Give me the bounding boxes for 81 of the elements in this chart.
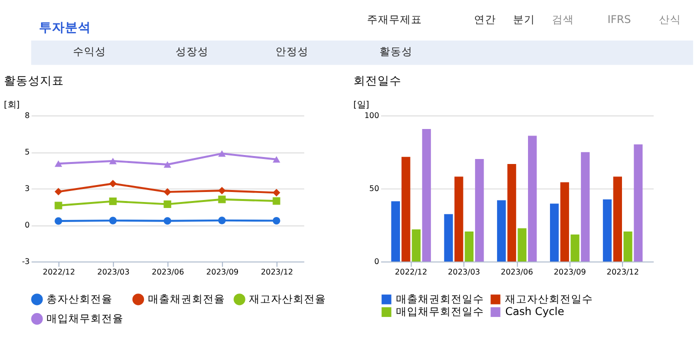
legend-label: 재고자산회전일수 (505, 292, 594, 306)
point (54, 217, 62, 225)
point (218, 216, 226, 224)
x-tick-label: 2023/03 (448, 268, 480, 277)
chart-title: 활동성지표 (4, 73, 64, 88)
x-tick-label: 2023/06 (152, 268, 184, 277)
text: 주재무제표 (366, 12, 422, 26)
x-tick-label: 2023/09 (554, 268, 586, 277)
point (54, 188, 62, 196)
point (164, 217, 172, 225)
bar (497, 200, 506, 262)
legend-label: 재고자산회전율 (249, 292, 326, 306)
x-tick-label: 2022/12 (394, 268, 428, 277)
x-tick-label: 2023/03 (97, 268, 130, 277)
y-tick-label: 0 (24, 220, 30, 230)
legend-label: 매입채무회전율 (46, 312, 124, 325)
bar (412, 229, 421, 262)
y-tick-label: 8 (24, 110, 30, 120)
point (272, 156, 280, 163)
text: 분기 (513, 12, 536, 26)
y-axis-title: [회] (4, 100, 20, 111)
text: 연간 (474, 12, 496, 26)
bar (634, 144, 643, 262)
y-tick-label: 50 (369, 184, 380, 193)
y-tick-label: 100 (364, 110, 380, 120)
point (109, 198, 117, 206)
legend-label: 매출채권회전일수 (396, 292, 484, 306)
bar (602, 199, 612, 262)
text: 수익성 (73, 45, 106, 58)
chart-title: 회전일수 (353, 73, 402, 88)
x-tick-label: 2023/12 (606, 268, 639, 277)
point (109, 216, 117, 224)
y-tick-label: 3 (24, 184, 30, 193)
bar (613, 176, 622, 262)
x-tick-label: 2022/12 (42, 268, 76, 277)
x-tick-label: 2023/06 (500, 268, 534, 277)
point (109, 158, 117, 164)
point (272, 216, 280, 224)
y-tick-label: 5 (24, 147, 30, 156)
text: 산식 (659, 12, 682, 26)
bar (550, 204, 559, 262)
legend-label: Cash Cycle (505, 304, 564, 318)
bar (444, 214, 453, 262)
bar (580, 152, 590, 262)
point (54, 160, 62, 167)
text: IFRS (607, 12, 632, 26)
bar (507, 164, 516, 262)
point (164, 200, 172, 208)
point (272, 188, 280, 196)
x-tick-label: 2023/09 (206, 268, 239, 277)
bar (475, 158, 484, 262)
point (272, 197, 280, 205)
bar (570, 234, 580, 262)
bar (391, 201, 400, 262)
point (218, 186, 226, 194)
bar (402, 156, 410, 262)
point (218, 196, 226, 204)
bar (528, 136, 537, 262)
point (54, 202, 62, 210)
x-tick-label: 2023/12 (260, 268, 294, 277)
bar (464, 232, 474, 262)
legend-label: 총자산회전율 (46, 292, 113, 306)
point (109, 180, 117, 188)
bar (454, 176, 464, 262)
bar (518, 228, 526, 262)
bar (560, 182, 570, 262)
y-tick-label: -3 (22, 256, 30, 266)
y-tick-label: 0 (374, 256, 380, 266)
point (218, 150, 226, 157)
point (164, 161, 172, 168)
text: 성장성 (175, 45, 208, 58)
point (164, 188, 172, 196)
text: 투자분석 (38, 20, 91, 35)
text: 검색 (552, 12, 574, 26)
text: 활동성 (380, 45, 413, 58)
legend-label: 매입채무회전일수 (396, 304, 484, 318)
bar (422, 129, 431, 262)
legend-label: 매출채권회전율 (148, 292, 225, 306)
y-axis-title: [일] (353, 100, 370, 111)
bar (624, 232, 632, 262)
text: 안정성 (276, 45, 309, 58)
